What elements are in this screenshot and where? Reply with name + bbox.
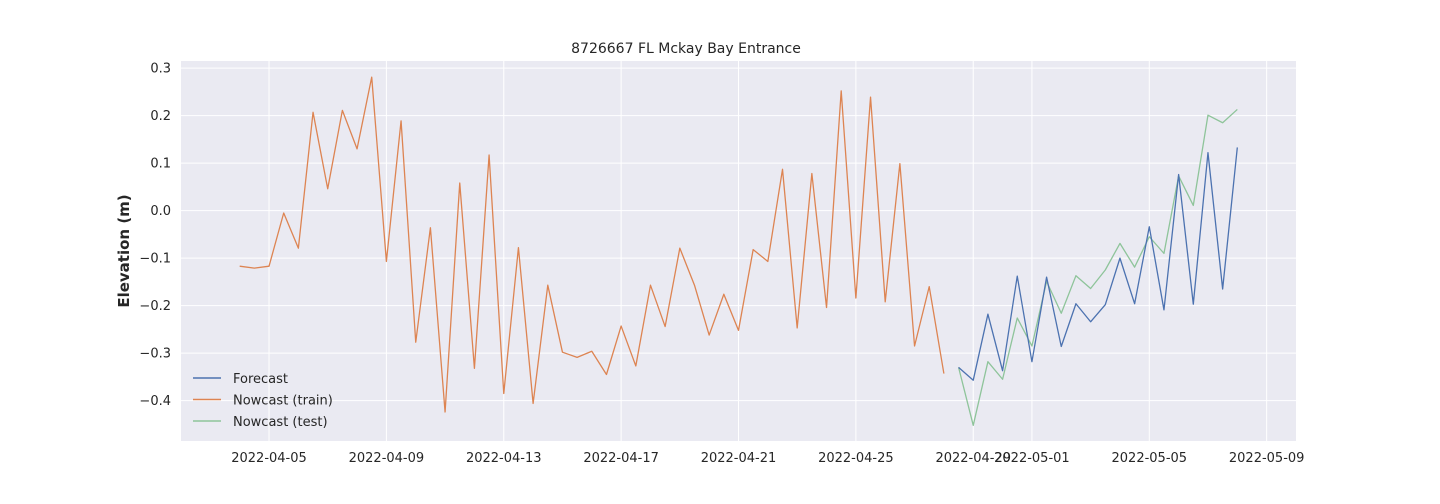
x-tick-label: 2022-04-21 xyxy=(701,451,777,466)
y-tick-label: −0.4 xyxy=(139,394,171,409)
legend-label-nowcast-train: Nowcast (train) xyxy=(233,394,333,409)
x-tick-label: 2022-04-17 xyxy=(583,451,659,466)
legend: Forecast Nowcast (train) Nowcast (test) xyxy=(193,372,333,430)
x-tick-label: 2022-05-05 xyxy=(1112,451,1188,466)
legend-label-forecast: Forecast xyxy=(233,372,288,387)
y-tick-label: 0.3 xyxy=(150,62,171,77)
x-tick-label: 2022-04-13 xyxy=(466,451,542,466)
series-line-nowcast-train xyxy=(239,76,945,413)
series-line-forecast xyxy=(958,147,1238,381)
x-tick-label: 2022-04-25 xyxy=(818,451,894,466)
chart-title: 8726667 FL Mckay Bay Entrance xyxy=(571,41,801,57)
x-tick-label: 2022-05-01 xyxy=(994,451,1070,466)
y-tick-label: −0.3 xyxy=(139,347,171,362)
y-tick-labels: −0.4 −0.3 −0.2 −0.1 0.0 0.1 0.2 0.3 xyxy=(139,62,171,410)
x-tick-label: 2022-04-09 xyxy=(349,451,425,466)
series-line-nowcast-test xyxy=(957,108,1238,426)
y-tick-label: −0.2 xyxy=(139,299,171,314)
series-lines xyxy=(239,76,1238,426)
y-axis-label: Elevation (m) xyxy=(115,194,133,307)
y-tick-label: 0.0 xyxy=(150,204,171,219)
x-tick-labels: 2022-04-05 2022-04-09 2022-04-13 2022-04-17… xyxy=(231,451,1304,466)
y-tick-label: 0.2 xyxy=(150,109,171,124)
x-tick-label: 2022-05-09 xyxy=(1229,451,1305,466)
y-tick-label: −0.1 xyxy=(139,252,171,267)
x-tick-label: 2022-04-29 xyxy=(935,451,1011,466)
x-tick-label: 2022-04-05 xyxy=(231,451,307,466)
y-gridlines xyxy=(181,67,1296,402)
y-tick-label: 0.1 xyxy=(150,157,171,172)
legend-label-nowcast-test: Nowcast (test) xyxy=(233,415,328,430)
